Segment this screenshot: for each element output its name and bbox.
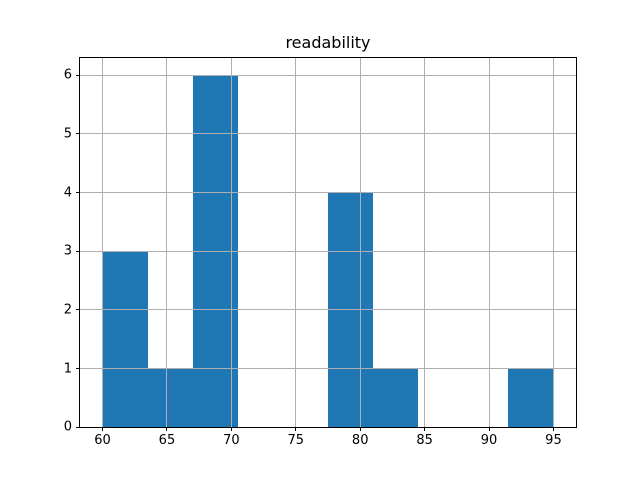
x-tick-label: 70 xyxy=(223,433,240,449)
histogram-bar xyxy=(103,251,148,428)
y-tick-mark xyxy=(76,74,80,76)
x-tick-mark xyxy=(488,427,490,432)
y-tick-label: 0 xyxy=(63,419,72,435)
x-tick-mark xyxy=(424,427,426,432)
x-gridline xyxy=(552,57,554,428)
y-tick-label: 2 xyxy=(63,302,72,318)
y-tick-label: 6 xyxy=(63,67,72,83)
y-tick-label: 4 xyxy=(63,185,72,201)
histogram-bar xyxy=(148,368,193,428)
x-tick-label: 90 xyxy=(480,433,498,449)
y-tick-mark xyxy=(76,309,80,311)
y-gridline xyxy=(80,192,576,194)
x-tick-label: 85 xyxy=(416,433,433,449)
y-tick-mark xyxy=(76,426,80,428)
y-gridline xyxy=(80,368,576,370)
y-tick-label: 1 xyxy=(63,361,72,377)
histogram-bar xyxy=(508,368,553,428)
x-tick-label: 60 xyxy=(94,433,111,449)
x-tick-mark xyxy=(230,427,232,432)
x-tick-label: 75 xyxy=(287,433,305,449)
y-gridline xyxy=(80,250,576,252)
x-tick-mark xyxy=(102,427,104,432)
x-gridline xyxy=(166,57,168,428)
x-gridline xyxy=(295,57,297,428)
x-gridline xyxy=(102,57,104,428)
x-gridline xyxy=(424,57,426,428)
x-tick-mark xyxy=(166,427,168,432)
x-tick-mark xyxy=(295,427,297,432)
x-gridline xyxy=(230,57,232,428)
grid-layer xyxy=(80,57,576,428)
x-tick-label: 65 xyxy=(158,433,176,449)
y-tick-label: 3 xyxy=(63,243,72,259)
y-tick-mark xyxy=(76,133,80,135)
y-tick-label: 5 xyxy=(63,126,72,142)
y-tick-mark xyxy=(76,250,80,252)
x-tick-label: 80 xyxy=(351,433,369,449)
x-tick-mark xyxy=(552,427,554,432)
histogram-bar xyxy=(373,368,418,428)
y-tick-mark xyxy=(76,368,80,370)
x-gridline xyxy=(359,57,361,428)
y-gridline xyxy=(80,133,576,135)
x-gridline xyxy=(488,57,490,428)
chart-title: readability xyxy=(285,33,371,52)
y-gridline xyxy=(80,74,576,76)
x-tick-label: 95 xyxy=(545,433,562,449)
y-gridline xyxy=(80,309,576,311)
x-tick-mark xyxy=(359,427,361,432)
y-tick-mark xyxy=(76,192,80,194)
